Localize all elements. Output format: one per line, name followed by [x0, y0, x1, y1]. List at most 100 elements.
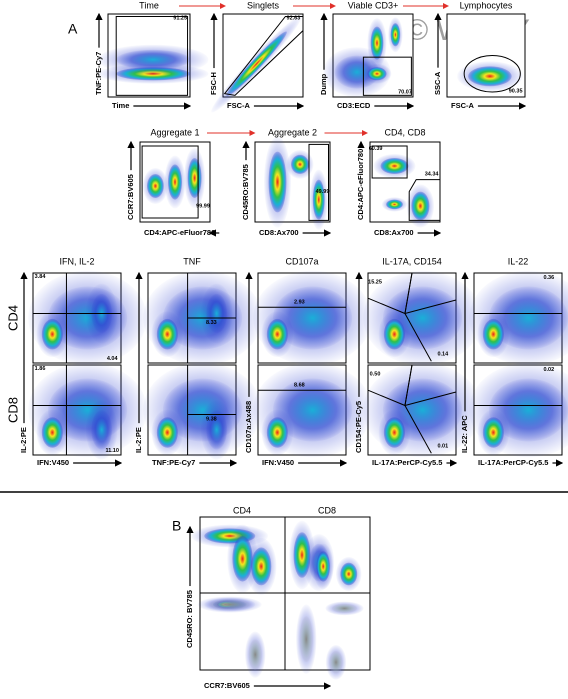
cell-population	[386, 199, 403, 210]
cell-population	[367, 67, 387, 81]
y-axis-label: CD45RO: BV785	[185, 590, 194, 648]
gate-value: 3.84	[35, 274, 47, 280]
cell-population	[208, 599, 251, 610]
gate	[404, 391, 457, 406]
cell-population	[251, 547, 272, 586]
plot-title: CD107a	[285, 256, 318, 266]
cell-population	[329, 650, 343, 674]
plot-title: IL-22	[508, 256, 529, 266]
gate-value: 99.99	[196, 203, 210, 209]
plot-title: Aggregate 1	[150, 127, 199, 137]
gate-value: 0.50	[370, 371, 381, 377]
gate-value: 0.14	[437, 351, 449, 357]
cell-population	[266, 318, 288, 350]
cell-population	[226, 31, 287, 97]
cell-population	[187, 158, 202, 198]
y-axis-label: IL-2:PE	[19, 427, 28, 453]
plot-title: CD8	[318, 505, 336, 515]
gate-value: 9.38	[206, 416, 217, 422]
cell-population	[468, 66, 512, 87]
cell-population	[482, 318, 504, 350]
y-axis-label: CD4:APC-eFluor780	[356, 149, 365, 220]
y-axis-label: CD154:PE-Cy5	[354, 401, 363, 453]
x-axis-label: IL-17A:PerCP-Cy5.5	[478, 458, 548, 467]
y-axis-label: FSC-H	[209, 72, 218, 95]
cell-population	[316, 551, 331, 582]
x-axis-label: Time	[112, 101, 129, 110]
gate-value: 91.25	[173, 16, 187, 22]
gate	[308, 143, 329, 221]
x-axis-label: IFN:V450	[37, 458, 69, 467]
cell-population	[488, 378, 568, 442]
gate	[371, 145, 408, 179]
y-axis-label: CCR7:BV605	[126, 174, 135, 220]
gate-value: 15.25	[368, 279, 382, 285]
plot-title: Lymphocytes	[460, 0, 513, 10]
cell-population	[147, 174, 164, 198]
gate	[223, 15, 304, 96]
gate	[408, 179, 441, 221]
cell-population	[41, 318, 63, 350]
x-axis-label: CD4:APC-eFluor780	[144, 228, 215, 237]
cell-population	[291, 154, 309, 174]
x-axis-label: TNF:PE-Cy7	[152, 458, 195, 467]
gate-value: 2.93	[294, 299, 305, 305]
plot-title: Viable CD3+	[348, 0, 399, 10]
panel-label: A	[68, 21, 78, 37]
cell-population	[206, 293, 228, 334]
plot-title: IFN, IL-2	[59, 256, 94, 266]
gate-value: 0.36	[543, 275, 554, 281]
cell-population	[268, 151, 287, 213]
cell-population	[272, 378, 353, 442]
gate-value: 11.10	[105, 448, 118, 454]
cell-population	[299, 616, 314, 663]
gate-value: 92.63	[287, 16, 301, 22]
row-label: CD4	[5, 305, 20, 331]
gate-value: 60.39	[369, 146, 383, 152]
y-axis-label: CD107a:Ax488	[244, 401, 253, 453]
cell-population	[91, 410, 113, 450]
cell-population	[331, 603, 358, 614]
gate-value: 70.07	[398, 89, 412, 95]
y-axis-label: IL-2:PE	[134, 427, 143, 453]
cell-population	[411, 191, 430, 221]
gate	[141, 145, 199, 219]
cell-population	[248, 639, 263, 670]
plot-title: IL-17A, CD154	[382, 256, 442, 266]
gate	[362, 56, 412, 96]
cell-population	[41, 417, 63, 448]
cell-population	[370, 26, 384, 60]
x-axis-label: FSC-A	[451, 101, 474, 110]
x-axis-label: CD8:Ax700	[259, 228, 299, 237]
cell-population	[206, 410, 228, 450]
gate-value: 0.02	[543, 367, 554, 373]
cell-population	[482, 417, 504, 448]
cell-population	[266, 417, 288, 448]
y-axis-label: SSC-A	[433, 71, 442, 95]
gate-value: 49.99	[316, 189, 330, 195]
gate-value: 8.68	[294, 382, 305, 388]
x-axis-label: FSC-A	[227, 101, 250, 110]
x-axis-label: CD3:ECD	[337, 101, 371, 110]
plot-title: CD4	[233, 505, 251, 515]
plot-title: CD4, CD8	[384, 127, 425, 137]
x-axis-label: IFN:V450	[262, 458, 294, 467]
cell-population	[340, 562, 358, 586]
y-axis-label: CD45RO:BV785	[241, 164, 250, 220]
cell-population	[380, 158, 409, 174]
gate	[115, 15, 189, 96]
y-axis-label: TNF:PE-Cy7	[94, 52, 103, 95]
cell-population	[390, 23, 401, 47]
y-axis-label: Dump	[319, 73, 328, 95]
panel-label: B	[172, 518, 181, 534]
x-axis-label: CD8:Ax700	[374, 228, 414, 237]
cell-population	[312, 179, 325, 220]
cell-population	[168, 164, 182, 200]
cell-population	[156, 417, 178, 448]
plot-title: Aggregate 2	[268, 127, 317, 137]
gate	[463, 55, 521, 93]
row-label: CD8	[5, 397, 20, 423]
gate-value: 90.35	[509, 89, 523, 95]
plot-title: Singlets	[247, 0, 280, 10]
